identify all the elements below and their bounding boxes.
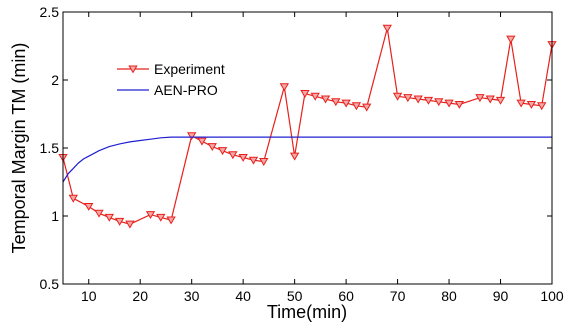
experiment-data-point xyxy=(495,96,506,105)
experiment-data-point xyxy=(68,194,78,203)
x-tick-label: 20 xyxy=(132,288,148,304)
experiment-data-point xyxy=(156,213,166,222)
experiment-data-point xyxy=(320,95,331,104)
experiment-data-point xyxy=(104,213,115,222)
x-tick-label: 80 xyxy=(441,288,457,304)
experiment-data-point xyxy=(403,94,413,103)
experiment-data-point xyxy=(289,152,300,161)
experiment-data-point xyxy=(94,209,104,218)
experiment-data-point xyxy=(444,99,454,108)
plot-area xyxy=(63,12,552,284)
experiment-data-point xyxy=(279,83,290,92)
experiment-data-point xyxy=(485,95,495,104)
experiment-data-point xyxy=(423,96,434,105)
experiment-data-point xyxy=(166,216,176,225)
x-tick-label: 40 xyxy=(235,288,251,304)
experiment-data-point xyxy=(434,98,444,107)
experiment-data-point xyxy=(310,92,320,101)
y-tick-label: 1 xyxy=(51,208,59,224)
x-tick-label: 50 xyxy=(287,288,303,304)
x-tick-label: 100 xyxy=(540,288,564,304)
experiment-legend-label: Experiment xyxy=(154,61,225,77)
experiment-data-point xyxy=(114,217,125,226)
x-tick-label: 30 xyxy=(184,288,200,304)
experiment-data-point xyxy=(197,137,207,146)
experiment-data-point xyxy=(228,151,238,160)
experiment-data-point xyxy=(537,102,547,111)
experiment-data-point xyxy=(84,202,94,211)
y-tick-label: 1.5 xyxy=(40,140,60,156)
experiment-data-point xyxy=(331,98,341,107)
y-axis-label: Temporal Margin TM (min) xyxy=(9,43,29,254)
experiment-data-point xyxy=(362,103,372,112)
experiment-data-point xyxy=(259,158,269,167)
experiment-data-point xyxy=(392,92,403,101)
x-tick-label: 10 xyxy=(81,288,97,304)
y-tick-label: 2.5 xyxy=(40,4,60,20)
ticks-layer: 10 20 30 40 50 60 70 80 90 100 0.5 1 1.5 2 2.5 xyxy=(40,4,564,304)
experiment-data-point xyxy=(516,99,526,108)
x-tick-label: 70 xyxy=(390,288,406,304)
experiment-data-point xyxy=(248,156,259,165)
y-tick-label: 2 xyxy=(51,72,59,88)
experiment-legend-marker xyxy=(128,65,138,74)
experiment-data-point xyxy=(413,95,423,104)
aen-pro-series-line xyxy=(62,136,552,183)
y-tick-label: 0.5 xyxy=(40,276,60,292)
experiment-data-point xyxy=(526,100,537,109)
experiment-data-point xyxy=(217,147,228,156)
experiment-data-point xyxy=(125,220,135,229)
x-tick-label: 60 xyxy=(338,288,354,304)
experiment-data-point xyxy=(506,35,516,44)
series-layer xyxy=(58,24,557,229)
experiment-data-point xyxy=(187,132,197,141)
experiment-data-point xyxy=(300,90,310,99)
experiment-data-point xyxy=(341,99,351,108)
experiment-data-point xyxy=(145,211,156,220)
x-axis-label: Time(min) xyxy=(267,302,347,322)
experiment-data-point xyxy=(454,100,465,109)
experiment-data-point xyxy=(351,102,362,111)
experiment-data-point xyxy=(207,143,217,152)
aen-pro-legend-label: AEN-PRO xyxy=(154,82,218,98)
legend: Experiment AEN-PRO xyxy=(117,61,225,98)
x-tick-label: 90 xyxy=(493,288,509,304)
experiment-data-point xyxy=(382,24,392,33)
experiment-data-point xyxy=(475,94,485,103)
experiment-data-point xyxy=(238,153,248,162)
